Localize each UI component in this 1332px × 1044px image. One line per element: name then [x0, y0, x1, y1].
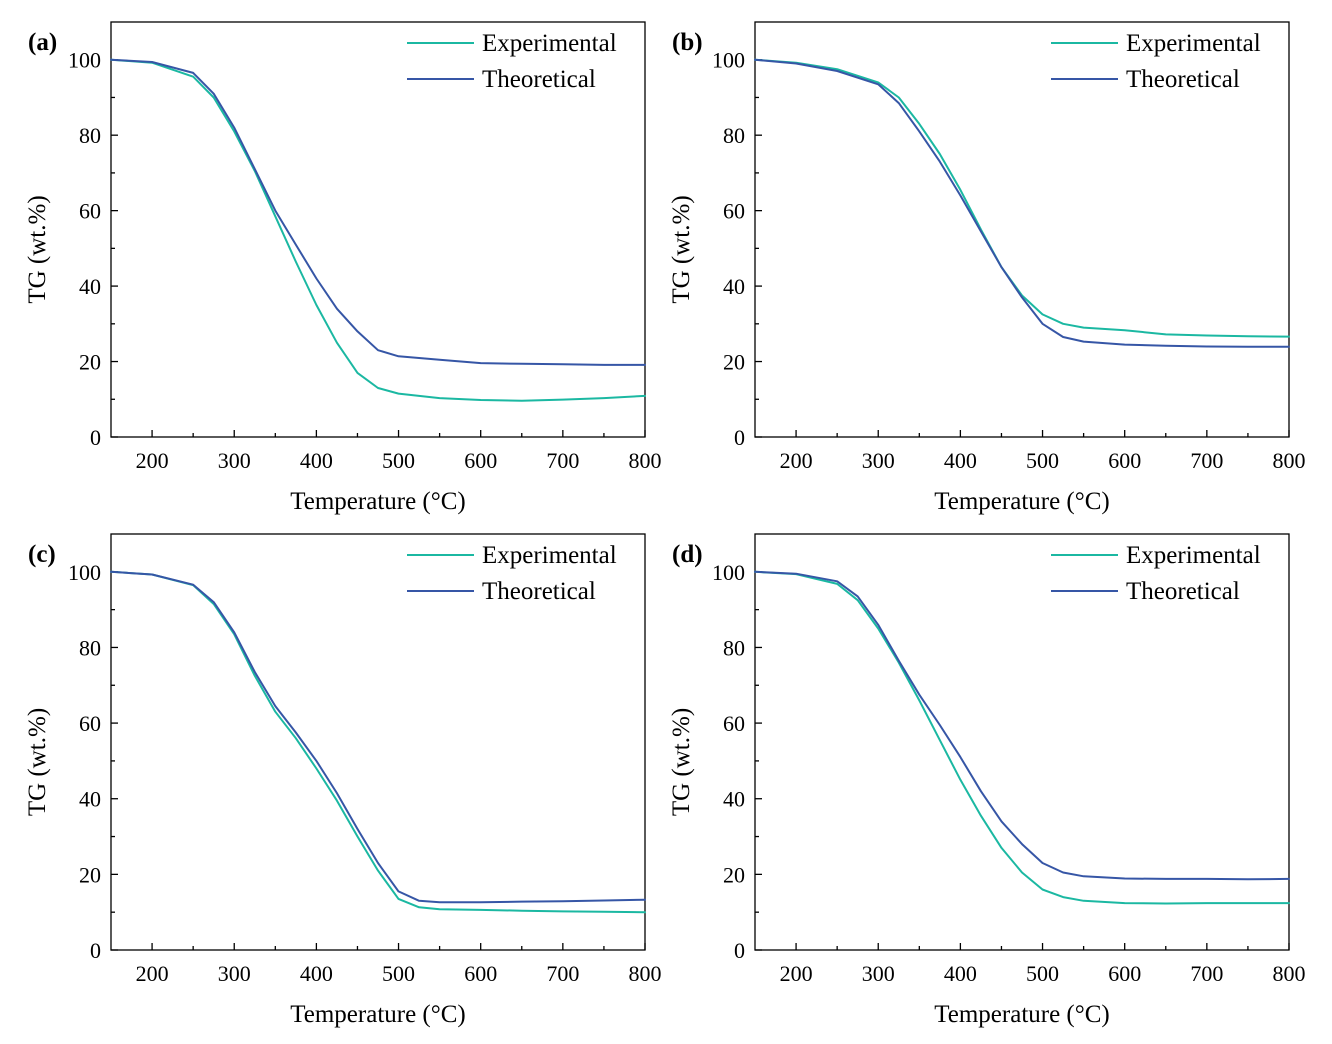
x-tick-label: 800: [1273, 961, 1306, 986]
chart-panel-d: 200 300 400 500 600 700 800 0 20 40 60 80 100 Tempera…: [668, 533, 1306, 1028]
x-tick-label: 500: [1026, 448, 1059, 473]
legend-label-theoretical: Theoretical: [482, 66, 596, 93]
x-tick-label: 300: [862, 448, 895, 473]
legend-label-experimental: Experimental: [1126, 542, 1261, 569]
y-tick-label: 20: [79, 862, 101, 887]
x-tick-label: 200: [780, 448, 813, 473]
x-tick-label: 300: [218, 961, 251, 986]
y-axis-title: TG (wt.%): [24, 195, 51, 303]
series-line-experimental: [754, 570, 1290, 905]
legend-label-experimental: Experimental: [1126, 30, 1261, 57]
panel-label: (b): [672, 29, 703, 56]
x-tick-label: 400: [944, 448, 977, 473]
x-tick-label: 600: [1108, 448, 1141, 473]
series-line-theoretical: [110, 58, 646, 366]
y-tick-label: 0: [90, 938, 101, 963]
y-tick-label: 60: [723, 711, 745, 736]
plot-frame: [110, 21, 646, 438]
y-tick-label: 40: [723, 787, 745, 812]
y-tick-label: 0: [90, 425, 101, 450]
chart-panel-b: 200 300 400 500 600 700 800 0 20 40 60 80 100 Tempera…: [668, 21, 1306, 515]
y-tick-label: 100: [712, 48, 745, 73]
x-tick-label: 300: [218, 448, 251, 473]
x-tick-label: 200: [136, 448, 169, 473]
series-line-experimental: [110, 58, 646, 402]
legend-label-theoretical: Theoretical: [1126, 578, 1240, 605]
series-line-theoretical: [754, 58, 1290, 348]
y-tick-label: 100: [68, 48, 101, 73]
x-axis-title: Temperature (°C): [290, 488, 466, 515]
y-tick-label: 20: [79, 350, 101, 375]
x-axis-title: Temperature (°C): [290, 1001, 466, 1028]
legend-label-theoretical: Theoretical: [482, 578, 596, 605]
series-line-experimental: [110, 570, 646, 914]
chart-panel-a: 200 300 400 500 600 700 800 0 20 40 60 80 100 Tempera…: [24, 21, 662, 515]
y-tick-label: 0: [734, 425, 745, 450]
x-tick-label: 700: [1190, 961, 1223, 986]
x-tick-label: 600: [1108, 961, 1141, 986]
y-axis-title: TG (wt.%): [24, 708, 51, 816]
y-tick-label: 40: [79, 274, 101, 299]
y-tick-label: 80: [79, 123, 101, 148]
y-tick-label: 40: [79, 787, 101, 812]
x-tick-label: 500: [1026, 961, 1059, 986]
x-tick-label: 600: [464, 448, 497, 473]
x-tick-label: 600: [464, 961, 497, 986]
y-tick-label: 100: [712, 560, 745, 585]
y-tick-label: 0: [734, 938, 745, 963]
y-tick-label: 20: [723, 350, 745, 375]
x-tick-label: 400: [300, 961, 333, 986]
legend-label-experimental: Experimental: [482, 30, 617, 57]
x-tick-label: 300: [862, 961, 895, 986]
plot-frame: [110, 533, 646, 951]
x-tick-label: 400: [300, 448, 333, 473]
plot-frame: [754, 533, 1290, 951]
x-tick-label: 700: [546, 961, 579, 986]
y-tick-label: 60: [79, 199, 101, 224]
x-tick-label: 800: [629, 961, 662, 986]
plot-frame: [754, 21, 1290, 438]
y-tick-label: 60: [723, 199, 745, 224]
y-axis-title: TG (wt.%): [668, 195, 695, 303]
x-tick-label: 200: [780, 961, 813, 986]
y-tick-label: 20: [723, 862, 745, 887]
y-axis-title: TG (wt.%): [668, 708, 695, 816]
y-tick-label: 80: [723, 123, 745, 148]
y-tick-label: 80: [79, 635, 101, 660]
x-tick-label: 500: [382, 448, 415, 473]
x-tick-label: 700: [1190, 448, 1223, 473]
y-tick-label: 60: [79, 711, 101, 736]
x-tick-label: 800: [1273, 448, 1306, 473]
series-line-experimental: [754, 58, 1290, 338]
legend-label-experimental: Experimental: [482, 542, 617, 569]
x-tick-label: 700: [546, 448, 579, 473]
x-tick-label: 800: [629, 448, 662, 473]
legend-label-theoretical: Theoretical: [1126, 66, 1240, 93]
x-tick-label: 500: [382, 961, 415, 986]
x-tick-label: 200: [136, 961, 169, 986]
y-tick-label: 40: [723, 274, 745, 299]
x-axis-title: Temperature (°C): [934, 1001, 1110, 1028]
y-tick-label: 80: [723, 635, 745, 660]
x-tick-label: 400: [944, 961, 977, 986]
panel-label: (c): [28, 541, 56, 568]
series-line-theoretical: [754, 570, 1290, 881]
x-axis-title: Temperature (°C): [934, 488, 1110, 515]
panel-label: (a): [28, 29, 57, 56]
series-line-theoretical: [110, 570, 646, 904]
y-tick-label: 100: [68, 560, 101, 585]
panel-label: (d): [672, 541, 703, 568]
chart-panel-c: 200 300 400 500 600 700 800 0 20 40 60 80 100 Tempera…: [24, 533, 662, 1028]
